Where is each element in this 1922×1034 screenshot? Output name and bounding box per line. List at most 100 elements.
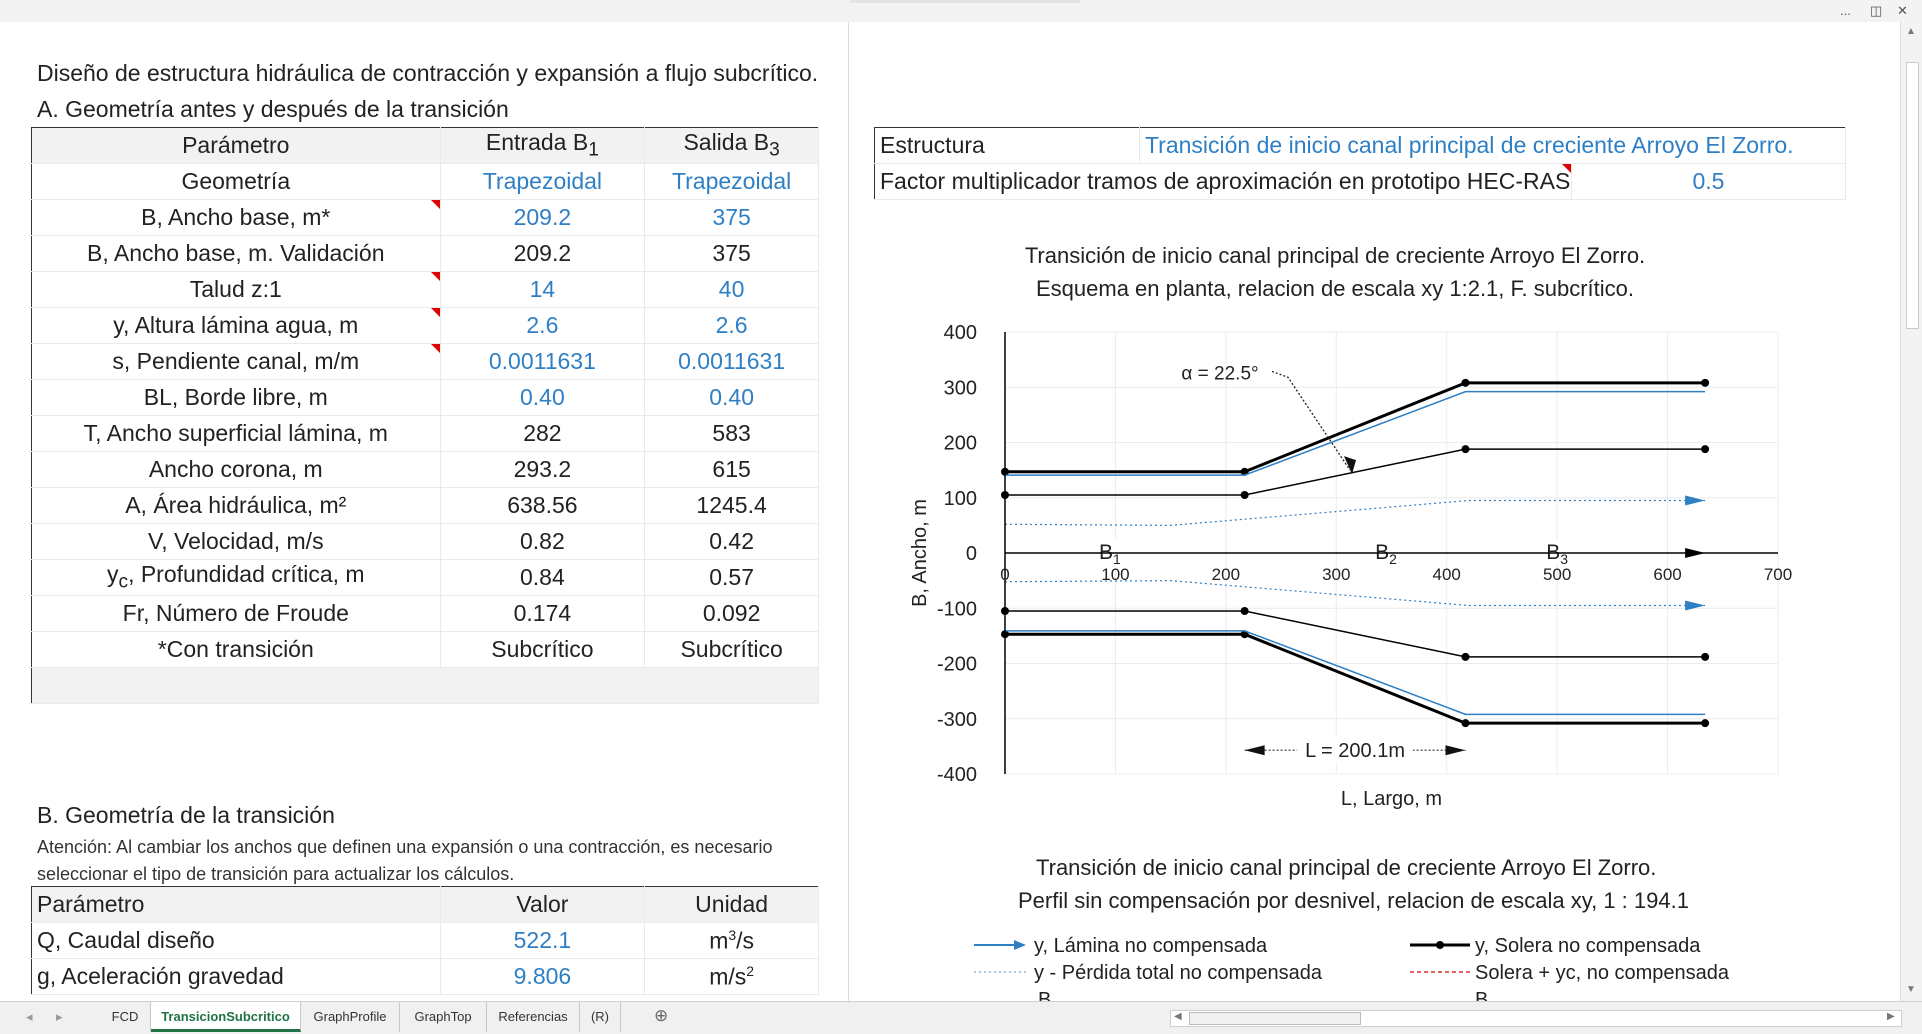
value-cell[interactable]: 282 (440, 415, 646, 452)
input-cell[interactable]: 40 (644, 271, 819, 308)
vertical-scrollbar[interactable]: ▲ ▼ (1900, 22, 1922, 1001)
value-cell[interactable]: 615 (644, 451, 819, 488)
restore-icon[interactable]: ◫ (1870, 3, 1883, 18)
value-cell[interactable]: 0.092 (644, 595, 819, 632)
value-cell[interactable]: 0.57 (644, 559, 819, 596)
series-line (1005, 632, 1706, 725)
data-point (1701, 719, 1710, 728)
table-row: yc, Profundidad crítica, m 0.84 0.57 (31, 559, 819, 596)
data-point (1240, 607, 1249, 616)
chart-title-line-1: Transición de inicio canal principal de … (1025, 243, 1645, 268)
value-cell[interactable]: 638.56 (440, 487, 646, 524)
legend-cut-right: B (1475, 989, 1488, 1001)
drag-grip[interactable] (850, 0, 1080, 3)
input-cell[interactable]: 2.6 (440, 307, 646, 344)
x-axis-label: L, Largo, m (1341, 788, 1442, 810)
comment-indicator-icon[interactable] (430, 308, 440, 317)
length-arrow-right-icon (1445, 745, 1466, 756)
value-cell[interactable]: 209.2 (440, 235, 646, 272)
value-cell[interactable]: 0.84 (440, 559, 646, 596)
tab-r[interactable]: (R) (580, 1002, 621, 1032)
factor-input[interactable]: 0.5 (1571, 163, 1847, 200)
page-title: Diseño de estructura hidráulica de contr… (37, 60, 819, 86)
empty-footer-cell[interactable] (31, 667, 819, 704)
data-point (1240, 490, 1249, 499)
table-header: Parámetro Entrada B1 Salida B3 (31, 127, 819, 164)
vertical-scroll-thumb[interactable] (1906, 62, 1919, 329)
scroll-left-icon[interactable]: ◀ (1174, 1011, 1182, 1022)
legend-label-solera: y, Solera no compensada (1475, 935, 1701, 957)
length-annotation: L = 200.1m (1305, 740, 1405, 762)
input-cell[interactable]: 2.6 (644, 307, 819, 344)
y-tick-label: -400 (937, 764, 977, 786)
row-label: Ancho corona, m (31, 451, 441, 488)
label-background (1093, 539, 1126, 563)
comment-indicator-icon[interactable] (1561, 164, 1571, 173)
value-cell[interactable]: 0.82 (440, 523, 646, 560)
section-b-title: B. Geometría de la transición (37, 802, 335, 828)
header-param: Parámetro (31, 886, 441, 923)
tab-prev-icon[interactable]: ◂ (26, 1009, 33, 1024)
input-cell[interactable]: 209.2 (440, 199, 646, 236)
label-background (1297, 736, 1414, 763)
input-cell[interactable]: 0.40 (440, 379, 646, 416)
value-cell[interactable]: 293.2 (440, 451, 646, 488)
comment-indicator-icon[interactable] (430, 272, 440, 281)
scroll-down-icon[interactable]: ▼ (1906, 984, 1916, 995)
input-cell[interactable]: 0.0011631 (644, 343, 819, 380)
tab-fcd[interactable]: FCD (100, 1002, 151, 1032)
estructura-input[interactable]: Transición de inicio canal principal de … (1139, 127, 1847, 164)
horizontal-scrollbar[interactable]: ◀ ▶ (1170, 1010, 1902, 1027)
value-cell[interactable]: 0.42 (644, 523, 819, 560)
input-cell[interactable]: Trapezoidal (440, 163, 646, 200)
alpha-leader-line (1271, 370, 1351, 471)
input-cell[interactable]: 375 (644, 199, 819, 236)
add-sheet-icon[interactable]: ⊕ (654, 1006, 669, 1025)
horizontal-scroll-thumb[interactable] (1189, 1012, 1361, 1025)
tab-next-icon[interactable]: ▸ (56, 1009, 63, 1024)
row-label: g, Aceleración gravedad (31, 958, 441, 995)
attention-note-line-2: seleccionar el tipo de transición para a… (37, 864, 515, 884)
comment-indicator-icon[interactable] (430, 200, 440, 209)
table-row: B, Ancho base, m* 209.2 375 (31, 199, 819, 236)
plan-view-chart[interactable]: Transición de inicio canal principal de … (880, 232, 1840, 832)
input-cell[interactable]: Trapezoidal (644, 163, 819, 200)
input-cell[interactable]: 522.1 (440, 922, 646, 959)
y-tick-label: 200 (944, 433, 977, 455)
header-param: Parámetro (31, 127, 441, 164)
comment-indicator-icon[interactable] (430, 344, 440, 353)
value-cell[interactable]: Subcrítico (440, 631, 646, 668)
input-cell[interactable]: 0.0011631 (440, 343, 646, 380)
flow-arrow-icon (1685, 600, 1706, 611)
chart-axes: 400 300 200 100 0 -100 -200 -300 -400 0 100 200 300 4… (937, 322, 1792, 786)
table-row: Fr, Número de Froude 0.174 0.092 (31, 595, 819, 632)
tab-graph-profile[interactable]: GraphProfile (301, 1002, 400, 1032)
value-cell[interactable]: 375 (644, 235, 819, 272)
row-label: s, Pendiente canal, m/m (31, 343, 441, 380)
close-icon[interactable]: ✕ (1897, 3, 1908, 18)
y-tick-label: -100 (937, 598, 977, 620)
scroll-up-icon[interactable]: ▲ (1906, 26, 1916, 37)
more-icon[interactable]: ... (1840, 3, 1851, 18)
tab-referencias[interactable]: Referencias (487, 1002, 580, 1032)
series-line (1005, 610, 1706, 658)
input-cell[interactable]: 0.40 (644, 379, 819, 416)
header-unit: Unidad (644, 886, 819, 923)
value-cell[interactable]: 1245.4 (644, 487, 819, 524)
x-tick-label: 700 (1764, 565, 1792, 584)
unit-cell: m/s2 (644, 958, 819, 995)
legend-arrow-icon (1014, 940, 1026, 950)
scroll-right-icon[interactable]: ▶ (1887, 1011, 1895, 1022)
input-cell[interactable]: 9.806 (440, 958, 646, 995)
table-row: B, Ancho base, m. Validación 209.2 375 (31, 235, 819, 272)
unit-cell: m3/s (644, 922, 819, 959)
table-header: Parámetro Valor Unidad (31, 886, 819, 923)
x-tick-label: 100 (1101, 565, 1129, 584)
value-cell[interactable]: Subcrítico (644, 631, 819, 668)
tab-transicion-subcritico[interactable]: TransicionSubcritico (151, 1002, 301, 1032)
input-cell[interactable]: 14 (440, 271, 646, 308)
value-cell[interactable]: 583 (644, 415, 819, 452)
value-cell[interactable]: 0.174 (440, 595, 646, 632)
legend-label-solera-yc: Solera + yc, no compensada (1475, 962, 1730, 984)
tab-graph-top[interactable]: GraphTop (400, 1002, 487, 1032)
